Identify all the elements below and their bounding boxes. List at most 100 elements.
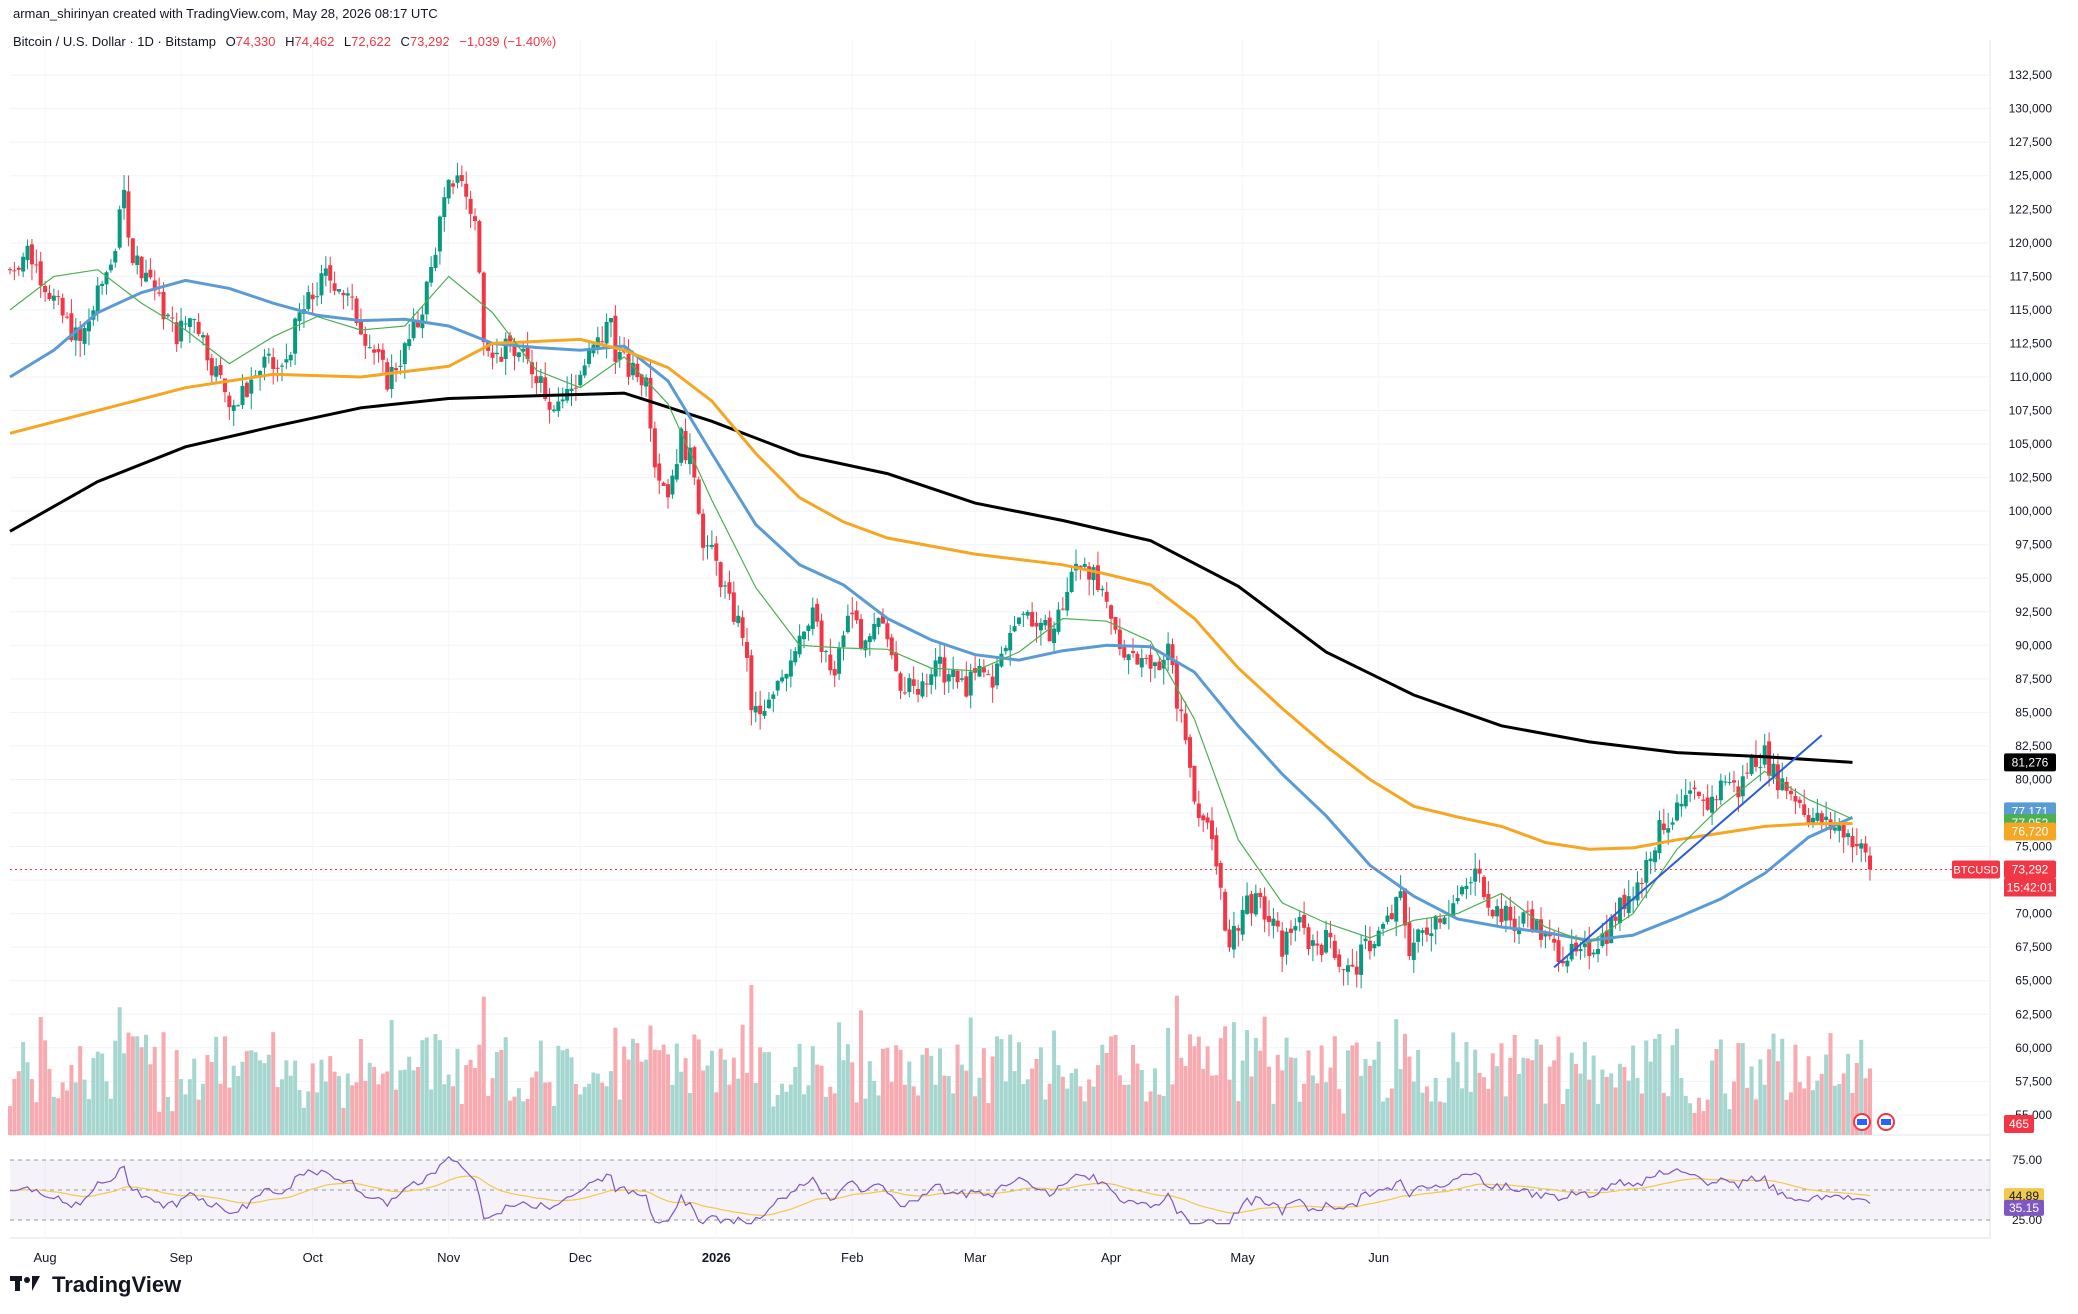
price-tag-label: 73,292 — [2012, 862, 2049, 876]
volume-tag-bg — [2004, 1115, 2034, 1133]
volume-bar — [455, 1048, 460, 1135]
volume-bar — [955, 1044, 960, 1135]
candle-body — [1661, 823, 1666, 831]
candle-body — [1135, 653, 1140, 665]
volume-bar — [1231, 1022, 1236, 1135]
candle-body — [1324, 929, 1329, 953]
candle-body — [51, 295, 56, 301]
candle-body — [1622, 894, 1627, 910]
volume-bar — [1451, 1032, 1456, 1135]
volume-bar — [376, 1084, 381, 1135]
candle-body — [8, 269, 12, 271]
volume-bar — [1398, 1069, 1403, 1135]
y-tick-label: 125,000 — [2009, 169, 2053, 183]
candle-body — [1771, 763, 1776, 777]
volume-bar — [810, 1046, 815, 1135]
candle-body — [1144, 657, 1149, 659]
volume-bar — [666, 1054, 671, 1135]
candle-body — [82, 328, 87, 344]
volume-bar — [1460, 1088, 1465, 1135]
candle-body — [1442, 917, 1447, 925]
volume-bar — [595, 1073, 600, 1135]
volume-bar — [143, 1034, 148, 1135]
volume-bar — [560, 1050, 565, 1135]
candle-body — [1034, 622, 1039, 627]
volume-bar — [451, 1086, 456, 1135]
candle-body — [1797, 799, 1802, 803]
candle-body — [990, 676, 995, 688]
volume-bar — [1481, 1077, 1486, 1135]
volume-bar — [1262, 1016, 1267, 1135]
volume-bar — [34, 1102, 39, 1135]
tradingview-logo[interactable]: TradingView — [10, 1272, 181, 1298]
candle-body — [29, 244, 34, 265]
volume-bar — [1560, 1103, 1565, 1135]
volume-bar — [938, 1048, 942, 1135]
x-tick-label: Oct — [303, 1250, 324, 1265]
volume-bar — [1490, 1053, 1495, 1135]
volume-bar — [394, 1089, 399, 1135]
volume-bar — [249, 1050, 254, 1135]
candle-body — [473, 216, 477, 222]
volume-bar — [1508, 1057, 1513, 1135]
volume-bar — [867, 1061, 872, 1135]
y-tick-label: 110,000 — [2010, 370, 2053, 384]
candle-body — [617, 352, 622, 360]
candle-body — [117, 209, 122, 248]
volume-bar — [398, 1070, 403, 1135]
volume-bar — [227, 1087, 232, 1135]
volume-bar — [1556, 1036, 1561, 1135]
volume-bar — [1188, 1034, 1193, 1135]
candle-body — [1113, 616, 1118, 630]
volume-bar — [959, 1064, 964, 1135]
volume-bar — [1859, 1039, 1864, 1135]
candle-body — [415, 320, 420, 328]
volume-bar — [929, 1055, 934, 1135]
volume-bar — [1749, 1066, 1754, 1135]
candle-body — [209, 358, 214, 376]
volume-bar — [1617, 1063, 1622, 1135]
candle-body — [1503, 905, 1508, 921]
volume-bar — [1047, 1083, 1052, 1135]
volume-bar — [1758, 1059, 1763, 1135]
volume-bar — [1762, 1084, 1767, 1135]
candle-body — [766, 699, 771, 709]
volume-bar — [1683, 1095, 1688, 1135]
volume-bar — [1034, 1058, 1039, 1135]
candle-body — [1302, 914, 1307, 928]
candle-body — [569, 388, 574, 391]
candle-body — [986, 674, 991, 676]
candle-body — [205, 335, 210, 361]
candle-body — [1710, 796, 1715, 813]
volume-bar — [543, 1082, 548, 1135]
candle-body — [876, 617, 881, 627]
volume-bar — [1271, 1103, 1276, 1135]
y-tick-label: 107,500 — [2009, 404, 2053, 418]
candle-body — [1025, 611, 1030, 616]
volume-bar — [1065, 1088, 1070, 1135]
volume-bar — [1236, 1101, 1241, 1135]
volume-bar — [749, 985, 754, 1135]
candle-body — [183, 323, 188, 325]
volume-bar — [1718, 1039, 1723, 1135]
y-tick-label: 112,500 — [2010, 336, 2053, 350]
volume-bar — [411, 1070, 416, 1135]
volume-bar — [21, 1041, 26, 1135]
volume-bar — [973, 1096, 978, 1135]
candle-body — [1205, 817, 1210, 823]
volume-bar — [617, 1099, 622, 1135]
tradingview-logo-icon — [10, 1272, 44, 1298]
ma-50-line — [9, 278, 1854, 943]
candle-body — [1806, 815, 1811, 825]
candle-body — [823, 651, 828, 653]
volume-bar — [490, 1078, 495, 1135]
volume-bar — [1631, 1045, 1636, 1135]
x-tick-label: Sep — [170, 1250, 193, 1265]
candle-body — [1065, 591, 1070, 611]
volume-bar — [196, 1099, 201, 1135]
volume-bar — [174, 1050, 179, 1135]
candle-body — [65, 316, 70, 318]
y-tick-label: 120,000 — [2009, 236, 2053, 250]
candle-body — [613, 315, 618, 362]
